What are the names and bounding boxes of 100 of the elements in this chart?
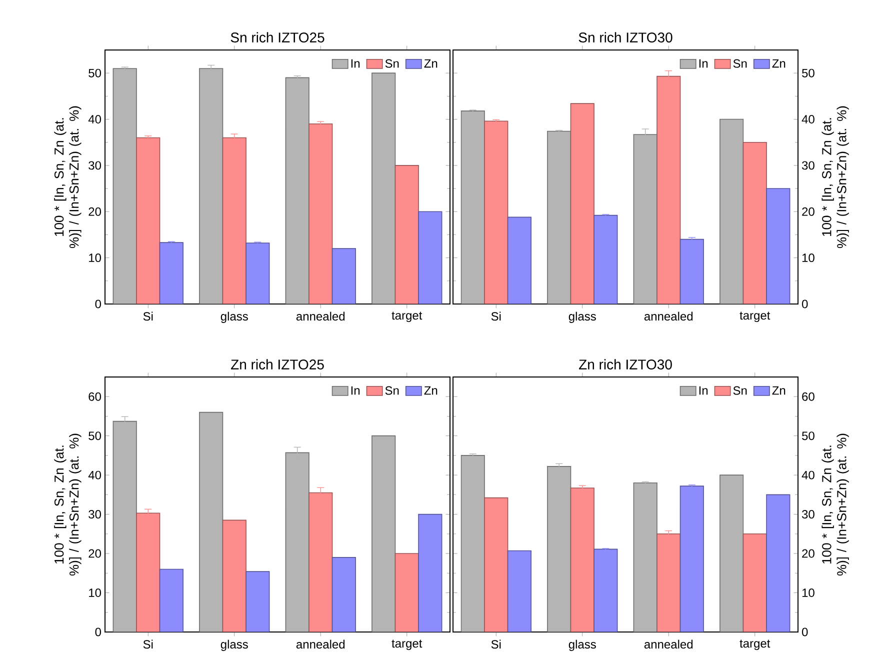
y2-tick-label: 10	[802, 588, 814, 597]
y-tick-label: 40	[88, 470, 102, 480]
bar	[742, 534, 767, 632]
bar	[372, 72, 396, 304]
y-tick-label: 20	[88, 549, 102, 558]
legend-label: Zn	[424, 386, 438, 395]
y-tick-label: 30	[88, 510, 102, 519]
bar	[418, 514, 442, 632]
y-axis-title: 100 * [In, Sn, Zn (at. %)] / (In+Sn+Zn) (at. %)	[54, 106, 82, 248]
y-tick-label: 50	[88, 68, 102, 78]
y-tick-label: 50	[88, 432, 102, 440]
bar	[680, 238, 704, 304]
bar	[222, 137, 246, 304]
y-tick-label: 0	[95, 628, 102, 636]
x-tick-label: Si	[143, 640, 153, 649]
x-tick-label: Si	[143, 312, 153, 321]
legend-label: Sn	[385, 59, 399, 68]
bar	[594, 214, 618, 304]
x-tick-label: glass	[220, 312, 248, 323]
bar	[547, 466, 572, 632]
x-tick-label: glass	[568, 312, 596, 323]
bar	[484, 120, 508, 304]
y-tick-label: 0	[95, 300, 102, 308]
bar	[507, 216, 532, 304]
legend-label: Zn	[772, 59, 786, 68]
bar	[246, 242, 270, 304]
bar	[394, 165, 419, 304]
bar	[418, 211, 442, 304]
x-tick-label: annealed	[644, 312, 693, 321]
chart-title: Sn rich IZTO30	[578, 32, 672, 42]
x-tick-label: target	[740, 640, 770, 650]
bar	[633, 482, 658, 632]
legend-label: In	[699, 59, 708, 68]
bar	[222, 520, 246, 632]
bar	[136, 512, 160, 632]
legend-label: Sn	[385, 386, 399, 395]
bar	[484, 497, 508, 632]
bar	[285, 77, 310, 304]
chart-title: Zn rich IZTO25	[231, 359, 324, 370]
bar	[199, 412, 224, 632]
bar	[680, 486, 704, 632]
x-tick-label: glass	[220, 640, 248, 651]
bar	[594, 548, 618, 632]
legend-label: In	[699, 386, 708, 395]
x-tick-label: glass	[568, 640, 596, 651]
y2-tick-label: 50	[802, 432, 814, 440]
bar	[199, 68, 224, 304]
bar	[308, 123, 333, 304]
y2-tick-label: 0	[802, 628, 808, 636]
x-tick-label: Si	[491, 640, 501, 649]
bar	[720, 118, 744, 304]
x-tick-label: target	[392, 640, 422, 650]
y-tick-label: 10	[89, 254, 102, 262]
y2-axis-title: 100 * [In, Sn, Zn (at. %)] / (In+Sn+Zn) (at. %)	[822, 106, 849, 248]
chart-title: Sn rich IZTO25	[230, 32, 324, 42]
x-tick-label: target	[740, 312, 770, 322]
bar	[656, 534, 681, 632]
bar	[332, 248, 356, 304]
legend-label: Zn	[424, 59, 438, 68]
x-tick-label: Si	[491, 312, 501, 321]
bar	[507, 550, 532, 632]
bar	[136, 137, 160, 304]
y2-tick-label: 40	[802, 115, 814, 124]
y-tick-label: 60	[88, 392, 102, 401]
legend-label: Sn	[733, 59, 747, 68]
bar	[742, 142, 767, 304]
y-tick-label: 20	[88, 207, 102, 216]
y2-axis-title: 100 * [In, Sn, Zn (at. %)] / (In+Sn+Zn) (at. %)	[822, 434, 849, 576]
bar	[460, 455, 485, 632]
y2-tick-label: 20	[802, 207, 814, 216]
bar	[246, 571, 270, 632]
bar	[159, 568, 184, 632]
bar	[570, 488, 594, 632]
bar	[720, 474, 744, 632]
bar	[308, 492, 333, 632]
bar	[460, 110, 485, 304]
x-tick-label: annealed	[296, 312, 345, 321]
bar	[766, 188, 790, 304]
bar	[332, 557, 356, 632]
legend-label: Sn	[733, 386, 747, 395]
chart-title: Zn rich IZTO30	[579, 359, 672, 370]
legend-label: Zn	[772, 386, 786, 395]
bar	[570, 103, 594, 304]
y2-tick-label: 10	[802, 254, 814, 262]
bar	[112, 420, 137, 632]
x-tick-label: target	[392, 312, 422, 322]
y2-tick-label: 0	[802, 300, 808, 308]
bar	[372, 435, 396, 632]
x-tick-label: annealed	[644, 640, 693, 649]
bar	[547, 130, 572, 304]
bar	[766, 494, 790, 632]
y2-tick-label: 50	[802, 68, 814, 78]
y-tick-label: 10	[89, 588, 102, 597]
legend-label: In	[351, 386, 360, 395]
legend-label: In	[351, 59, 360, 68]
y-tick-label: 40	[88, 115, 102, 124]
y-tick-label: 30	[88, 161, 102, 170]
bar	[159, 242, 184, 304]
y2-tick-label: 30	[802, 510, 814, 519]
x-tick-label: annealed	[296, 640, 345, 649]
